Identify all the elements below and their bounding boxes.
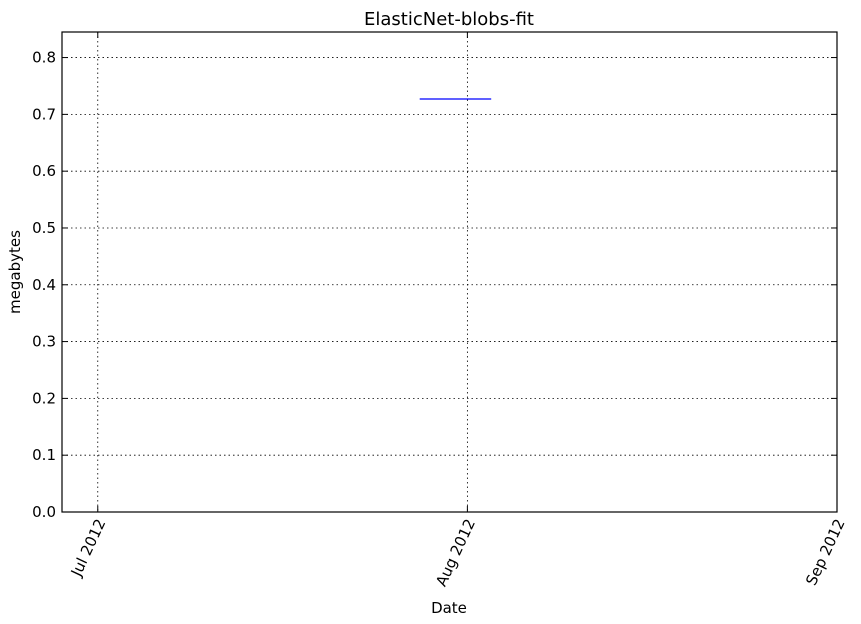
y-tick-label: 0.0 xyxy=(32,503,56,521)
y-tick-label: 0.8 xyxy=(32,49,56,67)
y-tick-label: 0.1 xyxy=(32,446,56,464)
x-axis-label: Date xyxy=(431,599,467,617)
plot-frame xyxy=(61,31,838,513)
chart-title: ElasticNet-blobs-fit xyxy=(364,9,534,30)
y-tick-label: 0.5 xyxy=(32,219,56,237)
y-tick-label: 0.2 xyxy=(32,389,56,407)
y-tick-label: 0.6 xyxy=(32,162,56,180)
y-tick-label: 0.3 xyxy=(32,333,56,351)
y-tick-label: 0.7 xyxy=(32,105,56,123)
y-axis-label: megabytes xyxy=(6,230,24,314)
y-tick-label: 0.4 xyxy=(32,276,56,294)
